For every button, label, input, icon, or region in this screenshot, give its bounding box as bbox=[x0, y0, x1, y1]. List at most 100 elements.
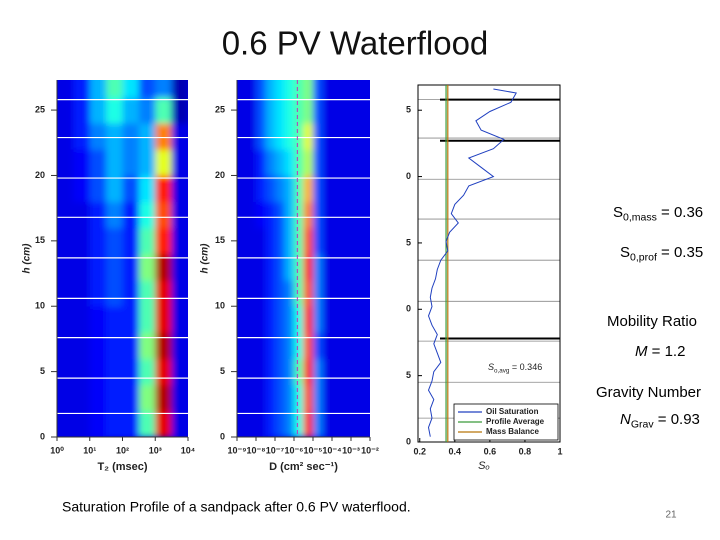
heatmap-cell bbox=[138, 201, 156, 229]
heatmap-cell bbox=[106, 201, 123, 229]
heatmap-cell bbox=[360, 384, 370, 412]
heatmap-cell bbox=[256, 123, 266, 150]
heatmap-cell bbox=[89, 280, 107, 307]
heatmap-cell bbox=[360, 123, 370, 150]
annotation: Gravity Number bbox=[596, 384, 701, 401]
heatmap-cell bbox=[106, 97, 123, 124]
heatmap-cell bbox=[360, 358, 370, 386]
heatmap-cell bbox=[284, 280, 295, 307]
annotation: So,avg = 0.346 bbox=[488, 362, 542, 374]
heatmap-cell bbox=[89, 253, 107, 281]
heatmap-cell bbox=[332, 175, 342, 203]
heatmap-cell bbox=[341, 97, 352, 124]
heatmap-cell bbox=[89, 306, 107, 333]
heatmap-cell bbox=[73, 332, 91, 360]
x-tick-label: 10⁻⁸ bbox=[246, 445, 265, 455]
heatmap-cell bbox=[351, 149, 361, 176]
heatmap-cell bbox=[294, 227, 304, 255]
heatmap bbox=[57, 80, 188, 437]
heatmap-cell bbox=[313, 227, 323, 255]
subscript: 0,prof bbox=[630, 251, 657, 263]
annotation: S0,prof = 0.35 bbox=[620, 244, 703, 263]
y-tick-label: 20 bbox=[215, 170, 225, 180]
heatmap-cell bbox=[360, 97, 370, 124]
heatmap-cell bbox=[256, 332, 266, 360]
y-axis-label: h (cm) bbox=[22, 243, 33, 274]
annotation-text: = 0.35 bbox=[657, 244, 703, 261]
heatmap-cell bbox=[313, 80, 323, 98]
heatmap-cell bbox=[237, 306, 247, 333]
annotation-text: = 0.93 bbox=[654, 411, 700, 428]
annotation-text: = 1.2 bbox=[648, 343, 686, 360]
y-tick-label: 5 bbox=[406, 370, 411, 380]
heatmap-cell bbox=[256, 175, 266, 203]
heatmap-cell bbox=[246, 384, 257, 412]
heatmap-cell bbox=[284, 175, 295, 203]
heatmap-cell bbox=[155, 149, 173, 176]
heatmap-cell bbox=[122, 149, 140, 176]
heatmap-cell bbox=[246, 201, 257, 229]
heatmap-cell bbox=[275, 175, 285, 203]
heatmap-cell bbox=[256, 80, 266, 98]
heatmap-cell bbox=[322, 80, 333, 98]
heatmap-cell bbox=[332, 123, 342, 150]
heatmap-cell bbox=[122, 227, 140, 255]
y-tick-label: 0 bbox=[406, 436, 411, 446]
heatmap-cell bbox=[171, 201, 188, 229]
y-tick-label: 25 bbox=[215, 104, 225, 114]
heatmap-cell bbox=[322, 332, 333, 360]
heatmap-cell bbox=[237, 97, 247, 124]
heatmap-cell bbox=[237, 123, 247, 150]
x-tick-label: 10⁻⁷ bbox=[266, 445, 285, 455]
heatmap-cell bbox=[275, 123, 285, 150]
heatmap-cell bbox=[122, 253, 140, 281]
heatmap-cell bbox=[332, 280, 342, 307]
heatmap-cell bbox=[89, 201, 107, 229]
heatmap-cell bbox=[341, 410, 352, 437]
heatmap-cell bbox=[106, 149, 123, 176]
heatmap-cell bbox=[284, 97, 295, 124]
heatmap-cell bbox=[313, 201, 323, 229]
y-tick-label: 5 bbox=[40, 366, 45, 376]
heatmap-cell bbox=[313, 149, 323, 176]
heatmap-cell bbox=[332, 358, 342, 386]
x-tick-label: 10⁻² bbox=[361, 445, 379, 455]
heatmap-cell bbox=[322, 123, 333, 150]
heatmap-cell bbox=[322, 97, 333, 124]
x-tick-label: 10⁻³ bbox=[342, 445, 360, 455]
subscript: 0,mass bbox=[623, 211, 657, 223]
heatmap-cell bbox=[332, 332, 342, 360]
heatmap-cell bbox=[303, 358, 314, 386]
heatmap-cell bbox=[275, 384, 285, 412]
heatmap-cell bbox=[351, 253, 361, 281]
annotation-text: Gravity Number bbox=[596, 384, 701, 401]
heatmap-cell bbox=[237, 410, 247, 437]
heatmap-cell bbox=[341, 175, 352, 203]
heatmap-cell bbox=[351, 80, 361, 98]
heatmap-cell bbox=[322, 149, 333, 176]
heatmap-cell bbox=[122, 306, 140, 333]
heatmap-cell bbox=[122, 332, 140, 360]
heatmap-cell bbox=[155, 227, 173, 255]
heatmap-cell bbox=[246, 80, 257, 98]
annotation-text: = 0.346 bbox=[509, 362, 542, 372]
heatmap-cell bbox=[360, 306, 370, 333]
annotation: S0,mass = 0.36 bbox=[613, 204, 703, 223]
heatmap-cell bbox=[294, 280, 304, 307]
y-tick-label: 0 bbox=[40, 431, 45, 441]
y-axis-label: h (cm) bbox=[200, 243, 211, 274]
heatmap-cell bbox=[265, 280, 276, 307]
heatmap-cell bbox=[171, 253, 188, 281]
heatmap-cell bbox=[313, 410, 323, 437]
heatmap-cell bbox=[341, 253, 352, 281]
heatmap-cell bbox=[322, 306, 333, 333]
symbol: M bbox=[635, 343, 648, 360]
x-tick-label: 0.2 bbox=[413, 446, 426, 456]
heatmap-cell bbox=[73, 175, 91, 203]
heatmap-cell bbox=[294, 97, 304, 124]
heatmap-cell bbox=[57, 358, 74, 386]
heatmap-cell bbox=[73, 227, 91, 255]
heatmap-cell bbox=[256, 358, 266, 386]
heatmap-cell bbox=[106, 253, 123, 281]
y-tick-label: 10 bbox=[215, 301, 225, 311]
